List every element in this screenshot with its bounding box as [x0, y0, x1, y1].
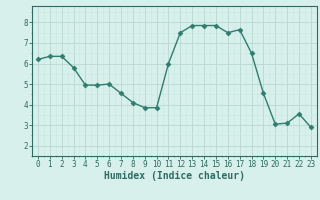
X-axis label: Humidex (Indice chaleur): Humidex (Indice chaleur) [104, 171, 245, 181]
